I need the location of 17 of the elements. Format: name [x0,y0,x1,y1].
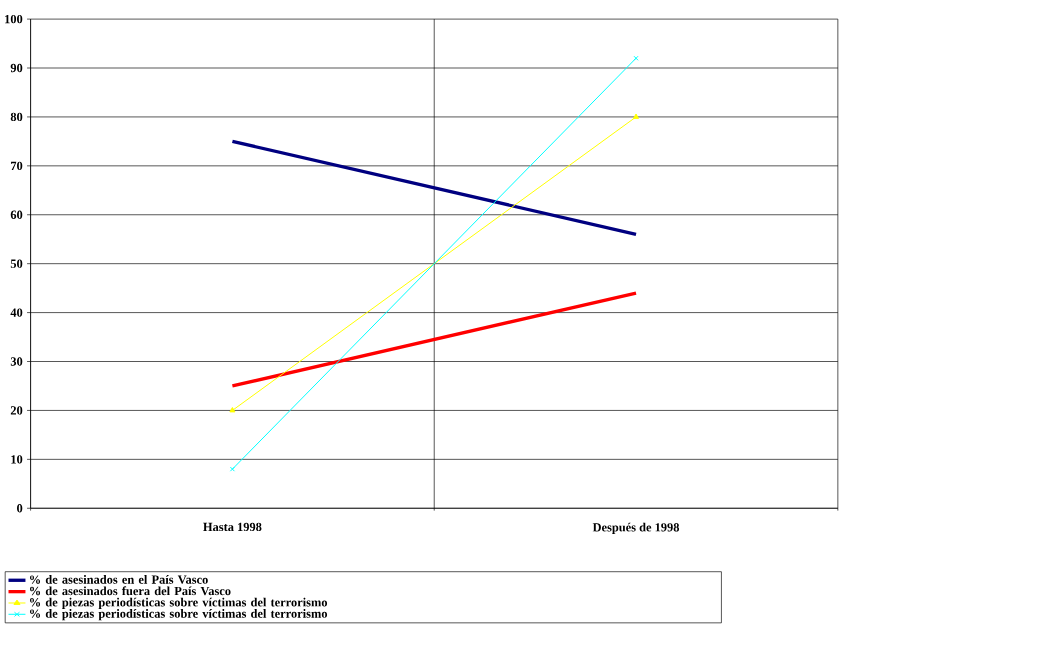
legend-label: % de asesinados en el País Vasco [30,575,208,584]
y-tick-label: 80 [10,112,23,122]
y-tick-label: 20 [10,406,23,415]
legend-label: % de piezas periodísticas sobre víctimas del terrorismo [30,609,328,621]
y-tick-label: 100 [5,14,23,24]
y-tick-label: 70 [11,161,23,171]
y-tick-label: 0 [17,504,23,513]
y-tick-label: 10 [11,455,23,464]
legend-label: % de asesinados fuera del País Vasco [30,586,231,596]
x-tick-label: Hasta 1998 [203,522,262,532]
legend-label: % de piezas periodísticas sobre víctimas del terrorismo [30,597,328,610]
y-tick-label: 40 [10,308,23,317]
y-tick-label: 50 [10,259,23,268]
y-tick-label: 60 [10,210,23,219]
y-tick-label: 30 [10,357,23,366]
y-tick-label: 90 [10,63,23,73]
x-tick-label: Después de 1998 [592,522,680,535]
